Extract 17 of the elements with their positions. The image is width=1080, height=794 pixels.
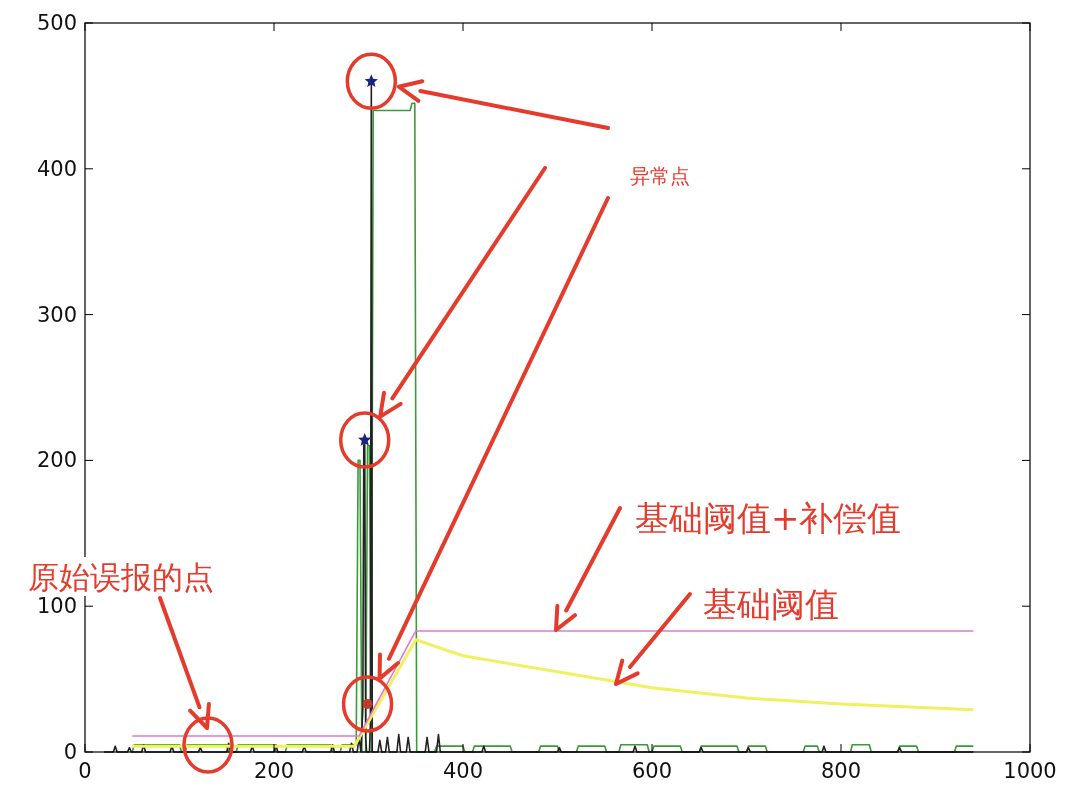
y-tick-label: 400 [36, 156, 77, 181]
annotation: 基础阈值+补偿值 [635, 498, 902, 538]
y-tick-label: 500 [36, 11, 77, 35]
x-tick-label: 800 [820, 759, 862, 783]
x-tick-label: 200 [253, 759, 295, 783]
x-tick-label: 600 [631, 759, 673, 783]
y-tick-label: 0 [63, 740, 77, 764]
y-tick-label: 100 [36, 594, 77, 619]
x-tick-label: 1000 [1003, 759, 1057, 783]
y-tick-label: 200 [36, 448, 77, 473]
annotation: 异常点 [630, 164, 690, 188]
annotation: 原始误报的点 [28, 559, 214, 595]
line-series [130, 638, 975, 748]
x-tick-label: 0 [78, 759, 92, 783]
y-tick-label: 300 [36, 302, 77, 327]
x-tick-label: 400 [442, 759, 484, 783]
annotation: 基础阈值 [703, 584, 839, 624]
